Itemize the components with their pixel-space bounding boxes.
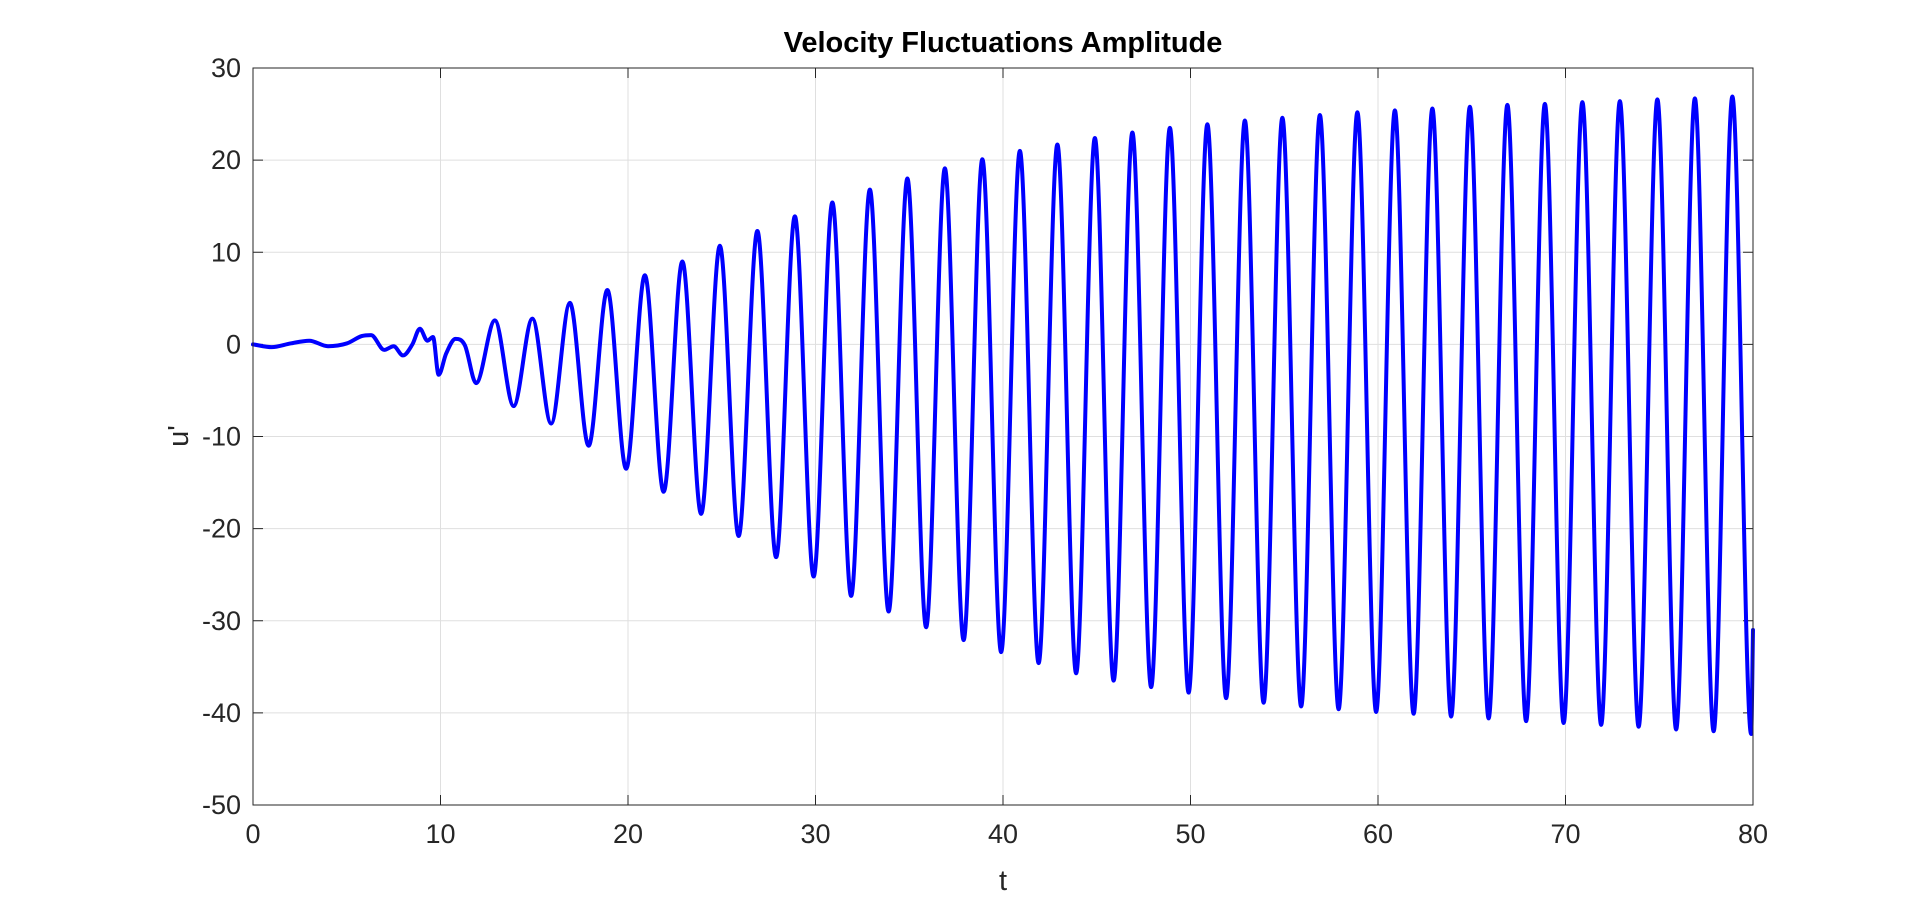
x-tick-label: 30	[800, 819, 830, 849]
y-tick-label: 0	[226, 329, 241, 359]
y-tick-labels: -50 -40 -30 -20 -10 0 10 20 30	[202, 53, 241, 820]
x-tick-labels: 0 10 20 30 40 50 60 70 80	[245, 819, 1768, 849]
x-tick-label: 80	[1738, 819, 1768, 849]
y-tick-label: -30	[202, 606, 241, 636]
y-tick-label: -40	[202, 698, 241, 728]
plot-frame	[252, 67, 1754, 806]
x-tick-label: 60	[1363, 819, 1393, 849]
y-tick-label: 10	[211, 237, 241, 267]
y-tick-label: 20	[211, 145, 241, 175]
x-tick-label: 0	[245, 819, 260, 849]
chart-title: Velocity Fluctuations Amplitude	[784, 27, 1223, 59]
x-tick-label: 20	[613, 819, 643, 849]
y-tick-label: -50	[202, 790, 241, 820]
y-tick-label: 30	[211, 53, 241, 83]
x-axis-label: t	[999, 865, 1007, 897]
x-tick-label: 70	[1550, 819, 1580, 849]
x-tick-label: 10	[425, 819, 455, 849]
x-tick-label: 50	[1175, 819, 1205, 849]
series-line	[251, 94, 1755, 737]
series-lines	[251, 94, 1755, 737]
y-tick-label: -10	[202, 422, 241, 452]
y-axis-label: u'	[163, 425, 195, 447]
x-tick-label: 40	[988, 819, 1018, 849]
y-tick-label: -20	[202, 514, 241, 544]
